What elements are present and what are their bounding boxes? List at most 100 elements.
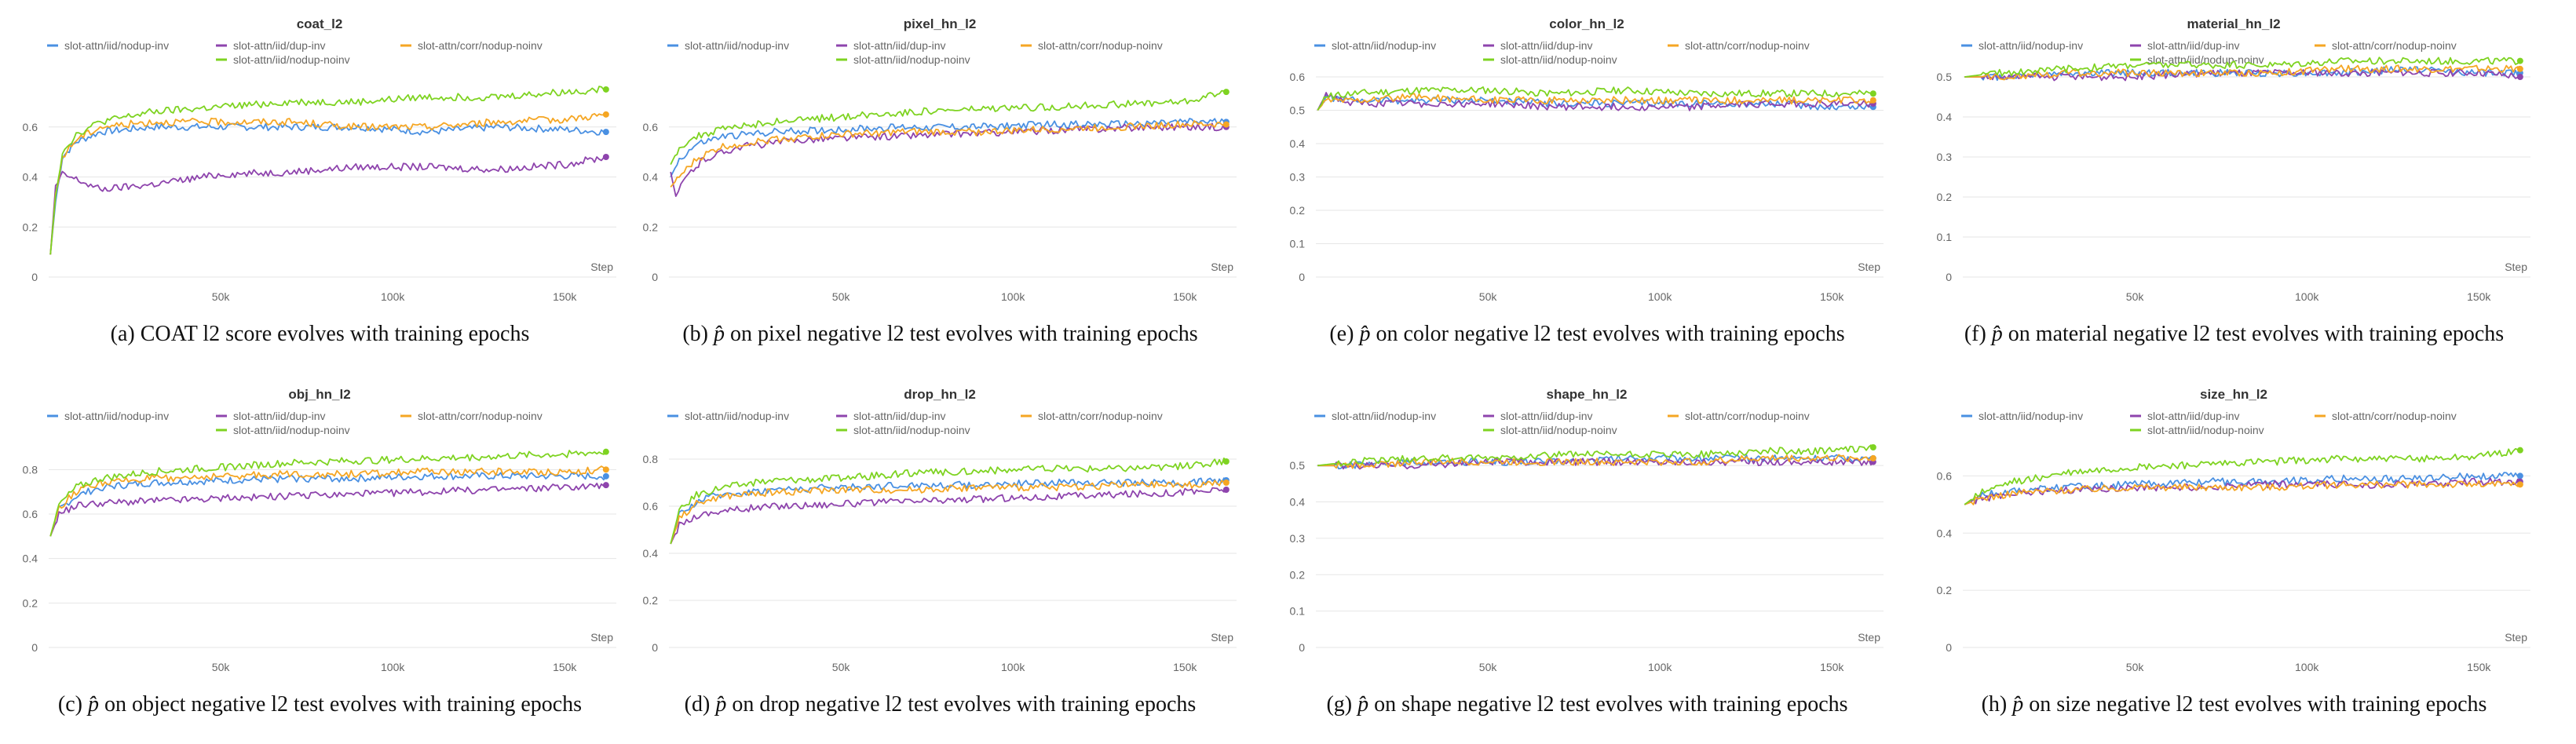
x-axis-label: Step (1211, 261, 1233, 273)
series-line[interactable] (1964, 68, 2521, 82)
legend-label: slot-attn/iid/nodup-noinv (1500, 424, 1617, 436)
legend-label: slot-attn/corr/nodup-noinv (418, 39, 543, 52)
y-tick-label: 0.2 (1290, 204, 1306, 217)
chart-panel-a: coat_l2 slot-attn/iid/nodup-inv slot-attn/… (8, 6, 632, 367)
legend-item[interactable]: slot-attn/iid/nodup-inv (1961, 39, 2083, 52)
legend-item[interactable]: slot-attn/iid/nodup-noinv (2130, 424, 2264, 436)
caption-suffix: on object negative l2 test evolves with … (99, 692, 583, 717)
caption-suffix: on size negative l2 test evolves with tr… (2023, 692, 2487, 717)
series-end-marker (2516, 481, 2523, 488)
caption-phat-symbol: p̂ (2012, 692, 2024, 717)
series-end-marker (1869, 97, 1876, 104)
series-end-marker (602, 86, 609, 93)
x-tick-label: 50k (212, 661, 231, 673)
series-line[interactable] (1317, 458, 1874, 470)
series-line[interactable] (49, 86, 606, 255)
series-end-marker (1869, 444, 1876, 450)
series-line[interactable] (49, 482, 607, 537)
legend-item[interactable]: slot-attn/iid/dup-inv (2130, 410, 2240, 422)
legend-item[interactable]: slot-attn/iid/dup-inv (2130, 39, 2240, 52)
legend-label: slot-attn/corr/nodup-noinv (2332, 410, 2457, 422)
legend-item[interactable]: slot-attn/iid/nodup-noinv (836, 424, 970, 436)
legend-item[interactable]: slot-attn/iid/nodup-inv (1961, 410, 2083, 422)
legend-item[interactable]: slot-attn/corr/nodup-noinv (1021, 39, 1163, 52)
y-tick-label: 0 (652, 271, 658, 283)
series-end-marker (602, 472, 609, 480)
x-tick-label: 50k (832, 290, 851, 303)
y-tick-label: 0.1 (1290, 605, 1306, 618)
x-tick-label: 50k (1479, 661, 1498, 673)
legend-item[interactable]: slot-attn/corr/nodup-noinv (400, 410, 543, 422)
series-line[interactable] (1964, 57, 2521, 78)
x-tick-label: 50k (2126, 661, 2145, 673)
series-line[interactable] (1317, 93, 1874, 111)
legend-item[interactable]: slot-attn/corr/nodup-noinv (2315, 39, 2457, 52)
figure-caption: (g) p̂ on shape negative l2 test evolves… (1275, 692, 1899, 717)
series-line[interactable] (49, 112, 607, 255)
legend-item[interactable]: slot-attn/iid/nodup-noinv (216, 53, 350, 66)
series-line[interactable] (1317, 92, 1874, 111)
legend-item[interactable]: slot-attn/iid/nodup-noinv (1483, 424, 1617, 436)
series-end-marker (602, 154, 609, 160)
series-line[interactable] (49, 156, 607, 255)
legend-item[interactable]: slot-attn/corr/nodup-noinv (1021, 410, 1163, 422)
legend-label: slot-attn/iid/dup-inv (233, 39, 326, 52)
chart-panel-g: shape_hn_l2 slot-attn/iid/nodup-inv slot-a… (1275, 377, 1899, 738)
series-line[interactable] (670, 458, 1227, 545)
series-line[interactable] (1964, 477, 2521, 505)
legend-label: slot-attn/iid/nodup-inv (1979, 39, 2083, 52)
x-tick-label: 150k (2467, 661, 2491, 673)
legend-item[interactable]: slot-attn/iid/nodup-inv (1314, 39, 1436, 52)
x-tick-label: 100k (2295, 290, 2319, 303)
legend-item[interactable]: slot-attn/iid/dup-inv (1483, 39, 1593, 52)
legend-label: slot-attn/corr/nodup-noinv (1685, 39, 1810, 52)
legend-item[interactable]: slot-attn/corr/nodup-noinv (400, 39, 543, 52)
legend-item[interactable]: slot-attn/iid/nodup-inv (667, 39, 789, 52)
legend-item[interactable]: slot-attn/iid/dup-inv (836, 39, 946, 52)
chart-title: color_hn_l2 (1549, 16, 1624, 31)
caption-prefix: (h) (1981, 692, 2013, 717)
series-line[interactable] (670, 89, 1227, 165)
series-line[interactable] (670, 487, 1227, 545)
series-line[interactable] (1964, 480, 2521, 505)
legend-item[interactable]: slot-attn/corr/nodup-noinv (1668, 39, 1810, 52)
legend-item[interactable]: slot-attn/iid/nodup-inv (47, 410, 169, 422)
series-line[interactable] (1964, 447, 2521, 505)
series-line[interactable] (670, 120, 1227, 188)
series-line[interactable] (1317, 454, 1874, 469)
series-line[interactable] (49, 465, 607, 537)
series-line[interactable] (670, 118, 1227, 177)
x-tick-label: 100k (1648, 290, 1672, 303)
legend-label: slot-attn/iid/nodup-noinv (233, 424, 350, 436)
series-line[interactable] (1964, 64, 2521, 81)
y-tick-label: 0.4 (23, 171, 38, 184)
legend-item[interactable]: slot-attn/iid/dup-inv (216, 410, 326, 422)
y-tick-label: 0.8 (23, 463, 38, 476)
legend-item[interactable]: slot-attn/iid/nodup-noinv (1483, 53, 1617, 66)
series-line[interactable] (49, 450, 607, 537)
legend-item[interactable]: slot-attn/iid/dup-inv (1483, 410, 1593, 422)
chart-svg-e: color_hn_l2 slot-attn/iid/nodup-inv slot-a… (1290, 16, 1884, 303)
legend-item[interactable]: slot-attn/iid/dup-inv (836, 410, 946, 422)
series-line[interactable] (49, 122, 606, 255)
series-line[interactable] (1964, 472, 2521, 505)
legend-item[interactable]: slot-attn/corr/nodup-noinv (2315, 410, 2457, 422)
y-tick-label: 0.2 (643, 594, 659, 607)
legend-label: slot-attn/iid/nodup-noinv (233, 53, 350, 66)
series-line[interactable] (49, 472, 607, 537)
series-line[interactable] (670, 480, 1227, 545)
y-tick-label: 0.2 (643, 221, 659, 233)
series-line[interactable] (1317, 86, 1873, 111)
legend-label: slot-attn/iid/dup-inv (233, 410, 326, 422)
legend-item[interactable]: slot-attn/corr/nodup-noinv (1668, 410, 1810, 422)
legend-item[interactable]: slot-attn/iid/nodup-inv (1314, 410, 1436, 422)
legend-label: slot-attn/iid/dup-inv (2147, 39, 2240, 52)
legend-item[interactable]: slot-attn/iid/dup-inv (216, 39, 326, 52)
series-line[interactable] (670, 122, 1227, 198)
legend-item[interactable]: slot-attn/iid/nodup-inv (47, 39, 169, 52)
legend-item[interactable]: slot-attn/iid/nodup-inv (667, 410, 789, 422)
legend-item[interactable]: slot-attn/iid/nodup-noinv (216, 424, 350, 436)
legend-item[interactable]: slot-attn/iid/nodup-noinv (836, 53, 970, 66)
x-tick-label: 50k (212, 290, 231, 303)
series-line[interactable] (1317, 444, 1874, 467)
